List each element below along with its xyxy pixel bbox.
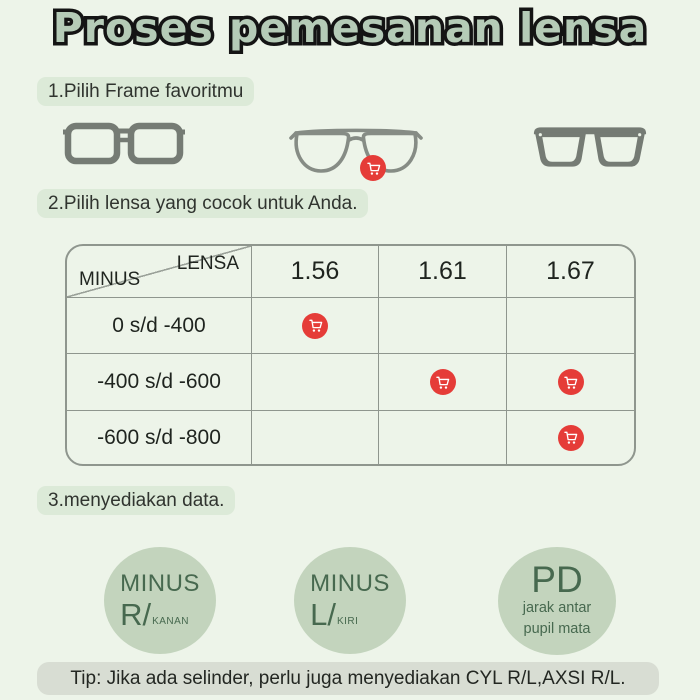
circle-big-label: R/ bbox=[120, 597, 152, 632]
circle-sub-label-2: pupil mata bbox=[523, 621, 591, 637]
glasses-square-icon bbox=[62, 121, 186, 167]
table-cell bbox=[251, 410, 378, 464]
shopping-cart-icon[interactable] bbox=[557, 369, 584, 395]
table-cell bbox=[506, 353, 634, 410]
frame-option-aviator[interactable] bbox=[289, 126, 423, 181]
table-cell bbox=[378, 353, 506, 410]
table-cell bbox=[506, 410, 634, 464]
table-cell bbox=[251, 297, 378, 353]
lens-table: LENSA MINUS 1.56 1.61 1.67 0 s/d -400 -4… bbox=[65, 244, 636, 466]
shopping-cart-icon[interactable] bbox=[429, 369, 456, 395]
shopping-cart-icon[interactable] bbox=[360, 155, 386, 181]
step-3-label: 3.menyediakan data. bbox=[37, 486, 236, 515]
table-cell bbox=[378, 410, 506, 464]
corner-label-lensa: LENSA bbox=[176, 253, 239, 274]
glasses-wayfarer-icon bbox=[530, 124, 650, 170]
circle-small-label: KANAN bbox=[152, 616, 190, 627]
data-circle-minus-right: MINUS R/ KANAN bbox=[104, 547, 216, 654]
column-header-156: 1.56 bbox=[251, 246, 378, 297]
circle-big-label: L/ bbox=[310, 597, 336, 632]
glasses-aviator-icon bbox=[289, 126, 423, 178]
circle-big-label: PD bbox=[531, 559, 583, 600]
corner-label-minus: MINUS bbox=[79, 269, 141, 290]
table-cell bbox=[251, 353, 378, 410]
table-cell bbox=[506, 297, 634, 353]
data-circle-minus-left: MINUS L/ KIRI bbox=[294, 547, 406, 654]
circle-title: MINUS bbox=[310, 570, 390, 597]
step-2-label: 2.Pilih lensa yang cocok untuk Anda. bbox=[37, 189, 369, 218]
frame-option-wayfarer[interactable] bbox=[530, 124, 650, 170]
circle-sub-label-1: jarak antar bbox=[522, 600, 592, 616]
step-1-label: 1.Pilih Frame favoritmu bbox=[37, 77, 255, 106]
shopping-cart-icon[interactable] bbox=[557, 424, 584, 451]
column-header-161: 1.61 bbox=[378, 246, 506, 297]
tip-note: Tip: Jika ada selinder, perlu juga menye… bbox=[37, 662, 659, 695]
table-corner-cell: LENSA MINUS bbox=[67, 246, 251, 297]
column-header-167: 1.67 bbox=[506, 246, 634, 297]
shopping-cart-icon[interactable] bbox=[302, 312, 328, 339]
data-circle-pd: PD jarak antar pupil mata bbox=[498, 547, 616, 655]
circle-small-label: KIRI bbox=[336, 616, 359, 627]
page-title: Proses pemesanan lensa bbox=[49, 1, 650, 56]
frame-option-square[interactable] bbox=[62, 121, 186, 167]
row-label-600-800: -600 s/d -800 bbox=[67, 410, 251, 464]
table-cell bbox=[378, 297, 506, 353]
circle-title: MINUS bbox=[120, 570, 200, 597]
row-label-400-600: -400 s/d -600 bbox=[67, 353, 251, 410]
row-label-0-400: 0 s/d -400 bbox=[67, 297, 251, 353]
